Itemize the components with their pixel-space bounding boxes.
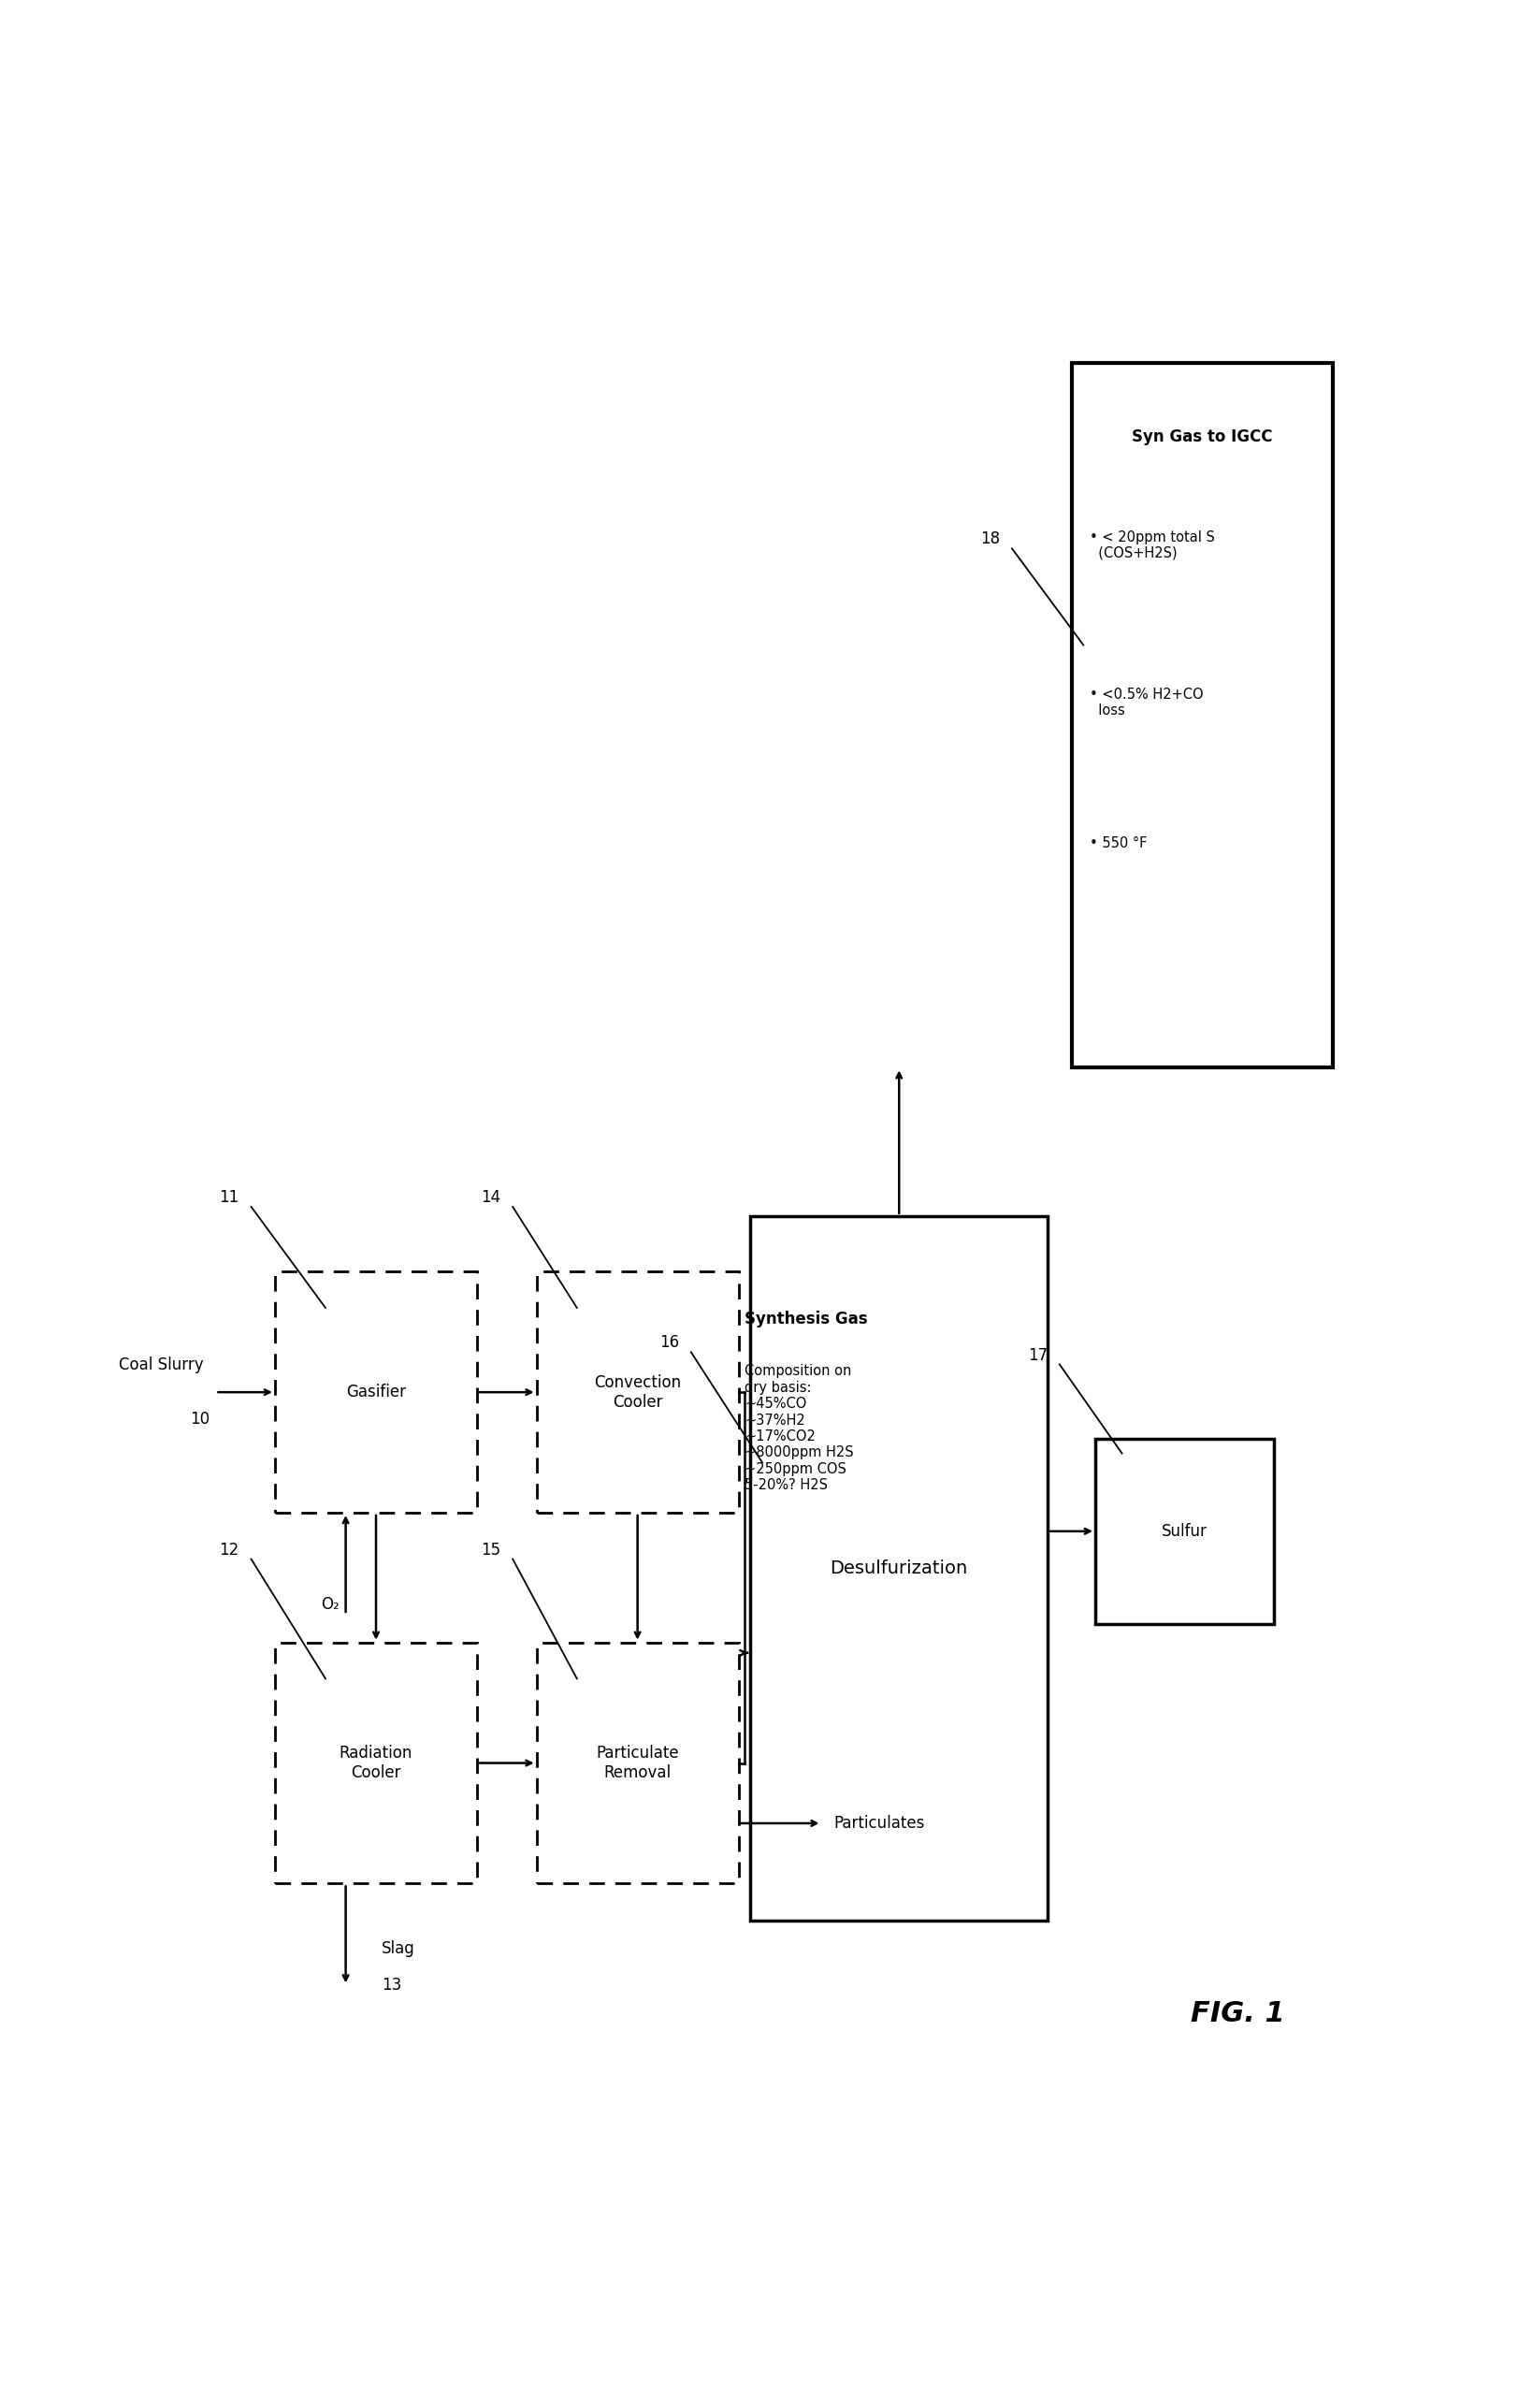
Text: Slag: Slag xyxy=(382,1941,414,1958)
Text: 15: 15 xyxy=(481,1541,500,1558)
Text: Composition on
dry basis:
~45%CO
~37%H2
~17%CO2
~8000ppm H2S
~250ppm COS
5-20%? : Composition on dry basis: ~45%CO ~37%H2 … xyxy=(744,1365,852,1493)
Text: 14: 14 xyxy=(481,1190,500,1206)
Text: O₂: O₂ xyxy=(320,1597,339,1613)
Text: 16: 16 xyxy=(659,1334,679,1351)
Text: • 550 °F: • 550 °F xyxy=(1088,836,1147,850)
Text: 13: 13 xyxy=(382,1977,402,1994)
Text: 11: 11 xyxy=(219,1190,239,1206)
Text: 17: 17 xyxy=(1027,1346,1047,1363)
Bar xyxy=(1095,1438,1272,1623)
Text: Desulfurization: Desulfurization xyxy=(829,1560,967,1577)
Text: • <0.5% H2+CO
  loss: • <0.5% H2+CO loss xyxy=(1088,689,1202,718)
Bar xyxy=(274,1642,477,1883)
Text: 10: 10 xyxy=(190,1411,210,1428)
Text: 18: 18 xyxy=(980,530,1000,547)
Text: Syn Gas to IGCC: Syn Gas to IGCC xyxy=(1131,429,1272,445)
Bar xyxy=(537,1642,739,1883)
Bar xyxy=(274,1271,477,1512)
Bar xyxy=(750,1216,1047,1922)
Text: • < 20ppm total S
  (COS+H2S): • < 20ppm total S (COS+H2S) xyxy=(1088,530,1214,561)
Text: Sulfur: Sulfur xyxy=(1160,1522,1206,1539)
Text: Particulate
Removal: Particulate Removal xyxy=(596,1746,679,1782)
Bar xyxy=(537,1271,739,1512)
Text: Radiation
Cooler: Radiation Cooler xyxy=(339,1746,412,1782)
Text: Coal Slurry: Coal Slurry xyxy=(118,1356,204,1373)
Text: Gasifier: Gasifier xyxy=(346,1385,406,1401)
Text: 12: 12 xyxy=(219,1541,239,1558)
Text: Convection
Cooler: Convection Cooler xyxy=(593,1375,681,1411)
Text: Particulates: Particulates xyxy=(834,1816,924,1832)
Text: Synthesis Gas: Synthesis Gas xyxy=(744,1310,868,1327)
Text: FIG. 1: FIG. 1 xyxy=(1190,1999,1285,2028)
Bar xyxy=(1070,364,1332,1067)
